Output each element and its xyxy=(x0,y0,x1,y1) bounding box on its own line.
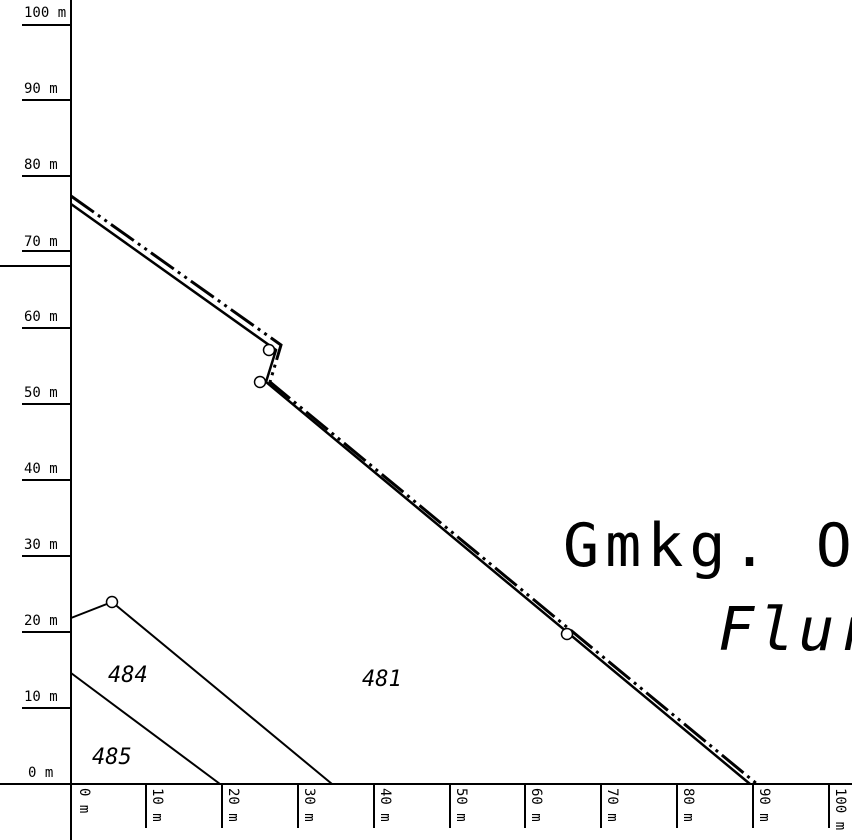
x-tick-label: 60 m xyxy=(528,788,544,822)
y-tick-label: 90 m xyxy=(24,81,58,97)
y-tick-label: 10 m xyxy=(24,689,58,705)
y-axis-ticks: 100 m 90 m 80 m 70 m 60 m 50 m 40 m xyxy=(0,5,71,785)
boundary-point-marker xyxy=(253,375,267,389)
x-tick: 70 m xyxy=(600,784,620,828)
x-tick: 90 m xyxy=(752,784,772,828)
boundary-point-marker xyxy=(105,595,119,609)
flur-label: Flur xyxy=(718,595,852,665)
x-tick-label: 0 m xyxy=(76,788,92,813)
y-tick-label: 70 m xyxy=(24,234,58,250)
x-axis-ticks: 0 m 10 m 20 m 30 m 40 m 50 m 60 m 70 m xyxy=(70,784,848,840)
y-tick: 30 m xyxy=(22,537,71,557)
parcel-number-485: 485 xyxy=(92,745,132,770)
y-tick-label: 100 m xyxy=(24,5,66,21)
y-tick: 90 m xyxy=(22,81,71,101)
boundary-point-marker xyxy=(560,627,574,641)
x-tick: 20 m xyxy=(221,784,241,828)
x-tick: 80 m xyxy=(676,784,696,828)
y-tick: 60 m xyxy=(22,309,71,329)
x-tick: 10 m xyxy=(145,784,165,828)
x-tick-label: 20 m xyxy=(225,788,241,822)
y-tick-label: 20 m xyxy=(24,613,58,629)
boundary-point-marker xyxy=(262,343,276,357)
x-tick-label: 100 m xyxy=(832,788,848,830)
x-tick-label: 10 m xyxy=(149,788,165,822)
y-tick: 0 m xyxy=(22,765,71,785)
y-tick: 10 m xyxy=(22,689,71,709)
x-tick-label: 50 m xyxy=(453,788,469,822)
y-tick-label: 80 m xyxy=(24,157,58,173)
x-tick: 30 m xyxy=(297,784,317,828)
y-tick-label: 60 m xyxy=(24,309,58,325)
x-tick: 60 m xyxy=(524,784,544,828)
y-tick: 50 m xyxy=(22,385,71,405)
x-tick-label: 90 m xyxy=(756,788,772,822)
district-boundary-line xyxy=(70,194,758,786)
x-tick: 100 m xyxy=(828,784,848,830)
x-tick: 50 m xyxy=(449,784,469,828)
y-tick: 20 m xyxy=(22,613,71,633)
x-tick-label: 70 m xyxy=(604,788,620,822)
parcel-boundary-485 xyxy=(70,672,221,785)
gemarkung-label: Gmkg. Ov xyxy=(563,511,852,581)
x-tick: 0 m xyxy=(70,784,92,840)
parcel-number-481: 481 xyxy=(362,667,402,692)
y-tick-label: 40 m xyxy=(24,461,58,477)
x-tick: 40 m xyxy=(373,784,393,828)
y-tick-label: 50 m xyxy=(24,385,58,401)
y-tick: 70 m xyxy=(0,234,71,267)
x-tick-label: 30 m xyxy=(301,788,317,822)
y-tick: 100 m xyxy=(22,5,71,26)
x-tick-label: 80 m xyxy=(680,788,696,822)
y-tick: 40 m xyxy=(22,461,71,481)
parcel-boundary-481-main xyxy=(70,202,751,785)
y-tick-label: 30 m xyxy=(24,537,58,553)
y-tick: 80 m xyxy=(22,157,71,177)
y-tick-label: 0 m xyxy=(28,765,53,781)
x-tick-label: 40 m xyxy=(377,788,393,822)
parcel-number-484: 484 xyxy=(108,663,148,688)
